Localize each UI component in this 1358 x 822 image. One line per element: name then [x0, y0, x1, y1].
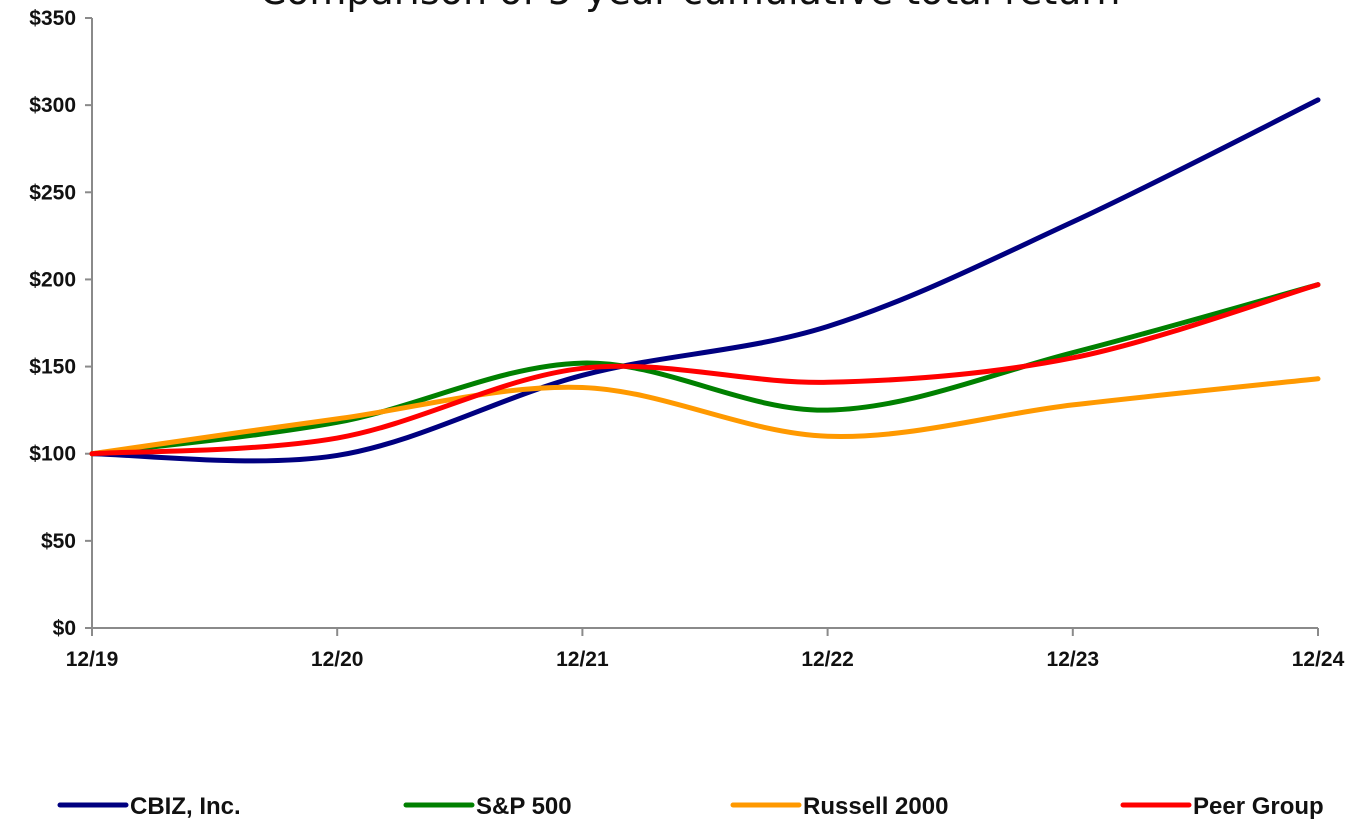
x-tick-label: 12/21: [556, 648, 609, 671]
y-tick-label: $0: [53, 617, 76, 640]
y-axis: $0 $50 $100 $150 $200 $250 $300 $350: [29, 7, 93, 640]
x-tick-label: 12/23: [1047, 648, 1100, 671]
x-tick-label: 12/19: [66, 648, 119, 671]
y-tick-label: $350: [29, 7, 76, 30]
legend: CBIZ, Inc. S&P 500 Russell 2000 Peer Group: [57, 793, 1324, 820]
y-tick-label: $150: [29, 356, 76, 379]
x-tick-label: 12/22: [801, 648, 854, 671]
x-axis: 12/19 12/20 12/21 12/22 12/23 12/24: [66, 627, 1345, 671]
chart-title: Comparison of 5-year cumulative total re…: [260, 0, 1121, 13]
series-line-peer-group: [89, 282, 1321, 457]
series-line-cbiz-inc: [89, 97, 1321, 464]
legend-label-s-p-500: S&P 500: [476, 793, 572, 820]
series-line-s-p-500: [89, 282, 1321, 457]
legend-label-russell-2000: Russell 2000: [803, 793, 948, 820]
y-tick-label: $250: [29, 181, 76, 204]
series-lines: [89, 97, 1321, 464]
series-line-russell-2000: [89, 376, 1321, 457]
x-tick-label: 12/20: [311, 648, 364, 671]
legend-label-cbiz-inc: CBIZ, Inc.: [130, 793, 241, 820]
y-tick-label: $300: [29, 94, 76, 117]
y-tick-label: $50: [41, 530, 76, 553]
x-tick-label: 12/24: [1292, 648, 1345, 671]
y-tick-label: $100: [29, 443, 76, 466]
y-tick-label: $200: [29, 268, 76, 291]
legend-label-peer-group: Peer Group: [1193, 793, 1324, 820]
